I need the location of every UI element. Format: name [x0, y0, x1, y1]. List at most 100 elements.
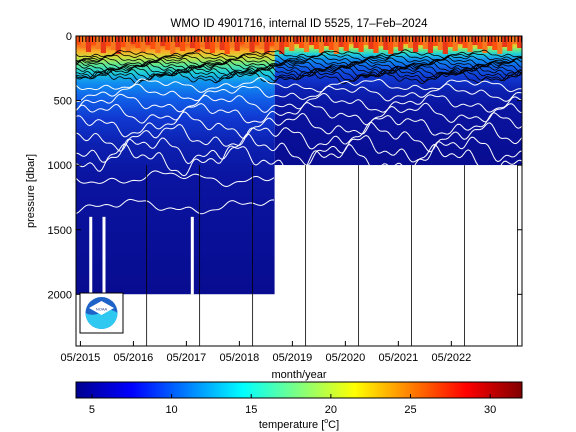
colorbar-label-prefix: temperature [	[259, 419, 324, 431]
x-tick-label: 05/2021	[378, 352, 418, 364]
surface-cell	[204, 36, 211, 49]
x-tick-label: 05/2022	[431, 352, 471, 364]
surface-cell	[194, 36, 201, 52]
surface-cell	[234, 36, 240, 51]
colorbar-tick-label: 5	[89, 404, 95, 416]
surface-cell	[398, 36, 404, 51]
colorbar-tick-label: 30	[484, 404, 496, 416]
surface-cell	[368, 36, 374, 49]
surface-cell	[437, 36, 443, 50]
surface-cell	[76, 36, 82, 44]
x-tick-label: 05/2017	[167, 352, 207, 364]
surface-cell	[447, 36, 453, 47]
colorbar-label-unit: C]	[328, 419, 339, 431]
surface-cell	[517, 36, 522, 48]
gap-streak	[102, 216, 106, 295]
surface-cell	[358, 36, 364, 52]
surface-cell	[189, 36, 196, 48]
colorbar-tick-label: 10	[165, 404, 177, 416]
x-axis: 05/2015 05/2016 05/2017 05/2018 05/2019 05/20…	[61, 341, 471, 364]
surface-cell	[264, 36, 270, 53]
no-data-region	[274, 165, 522, 346]
surface-cell	[239, 36, 245, 44]
surface-cell	[422, 36, 429, 49]
surface-cell	[408, 36, 414, 48]
surface-cell	[333, 36, 339, 54]
plot-content	[76, 36, 522, 346]
isotherm-deep	[76, 92, 522, 113]
surface-cell	[482, 36, 488, 53]
svg-text:NOAA: NOAA	[96, 307, 108, 312]
surface-cell	[313, 36, 320, 49]
surface-cell	[477, 36, 483, 49]
isotherm-shallow	[76, 63, 522, 77]
surface-cell	[145, 36, 151, 45]
surface-cell	[417, 36, 424, 45]
y-tick-label: 1000	[48, 160, 72, 172]
surface-cell	[135, 36, 141, 48]
isotherm-shallow	[76, 56, 522, 67]
surface-cell	[175, 36, 181, 47]
surface-cell	[303, 36, 310, 52]
surface-cell	[185, 36, 191, 44]
isotherm-deep	[76, 102, 522, 126]
surface-cell	[249, 36, 255, 52]
surface-cell	[80, 36, 87, 48]
surface-cell	[170, 36, 176, 54]
surface-cell	[90, 36, 97, 45]
isotherm-deep	[76, 133, 522, 166]
surface-cell	[412, 36, 419, 52]
surface-cell	[373, 36, 379, 53]
surface-cell	[348, 36, 354, 44]
surface-cell	[497, 36, 503, 54]
isotherm-shallow	[76, 51, 522, 62]
surface-cell	[308, 36, 315, 45]
x-tick-label: 05/2020	[325, 352, 365, 364]
chart-title: WMO ID 4901716, internal ID 5525, 17–Feb…	[171, 18, 429, 30]
plot-frame	[75, 35, 523, 347]
surface-cell	[378, 36, 384, 46]
surface-cell	[224, 36, 230, 54]
x-axis-label: month/year	[271, 369, 326, 381]
surface-cell	[110, 36, 116, 50]
surface-cell	[85, 36, 92, 52]
y-tick-label: 1500	[48, 225, 72, 237]
colorbar-ticks: 5 10 15 20 25 30	[89, 394, 496, 416]
profile-ticks	[75, 36, 522, 42]
surface-cell	[160, 36, 166, 46]
isotherms	[76, 49, 522, 215]
surface-cell	[130, 36, 136, 44]
isotherm-shallow	[76, 54, 522, 65]
surface-cell	[180, 36, 186, 51]
surface-cell	[299, 36, 305, 48]
x-tick-label: 05/2018	[220, 352, 260, 364]
surface-cell	[274, 36, 280, 50]
isotherm-deep	[76, 121, 522, 153]
x-tick-label: 05/2015	[61, 352, 101, 364]
surface-cell	[467, 36, 473, 52]
colorbar-tick-label: 15	[245, 404, 257, 416]
y-tick-label: 500	[54, 96, 72, 108]
surface-cell	[115, 36, 121, 54]
isotherm-shallow	[76, 70, 522, 85]
surface-cell	[269, 36, 275, 46]
gap-streak	[89, 216, 93, 295]
surface-cell	[328, 36, 334, 50]
surface-cell	[150, 36, 156, 49]
surface-cell	[259, 36, 265, 49]
surface-cell	[155, 36, 161, 53]
colorbar-label-sup: o	[324, 418, 328, 425]
colorbar-label: temperature [oC]	[259, 418, 339, 431]
y-axis-label: pressure [dbar]	[25, 154, 37, 228]
surface-cell	[457, 36, 463, 44]
surface-cell	[120, 36, 126, 47]
surface-cell	[318, 36, 325, 53]
isotherm-deep	[76, 77, 522, 93]
y-tick-label: 0	[66, 31, 72, 43]
profile-segment-0	[76, 36, 275, 295]
isotherm-deep	[76, 111, 522, 139]
isotherm-shallow	[76, 59, 522, 72]
isotherm-shallow	[76, 61, 522, 74]
surface-cell	[209, 36, 215, 53]
